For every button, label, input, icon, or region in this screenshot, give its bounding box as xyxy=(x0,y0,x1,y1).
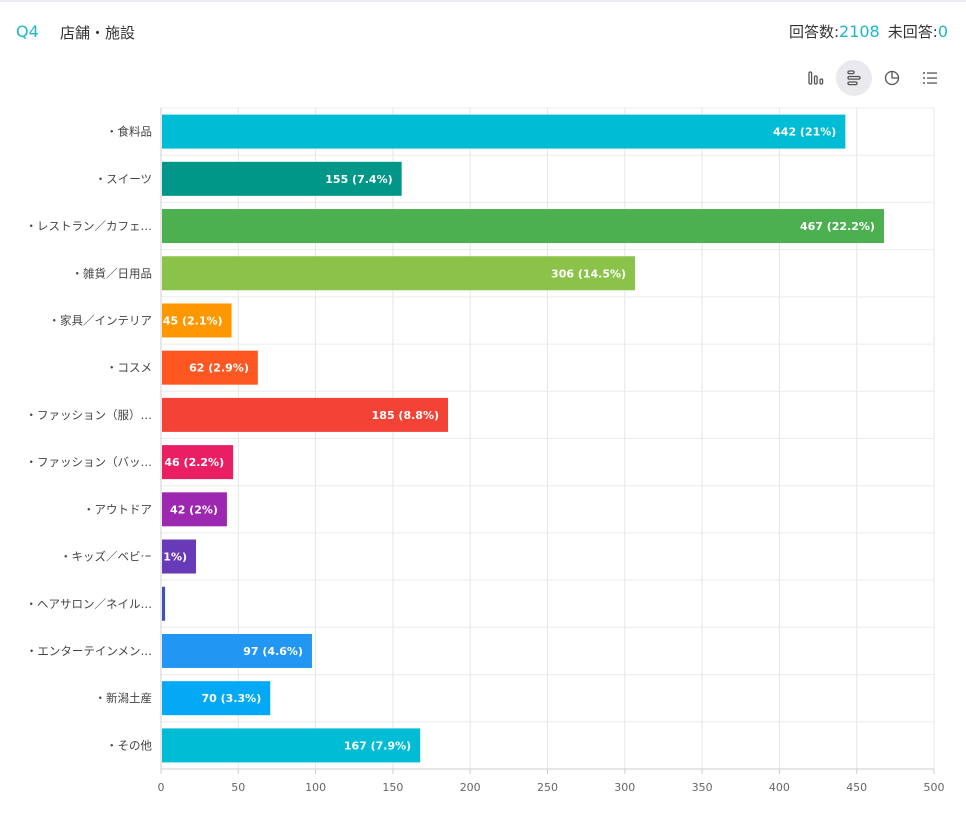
pie-chart-button[interactable] xyxy=(874,60,910,96)
bar[interactable] xyxy=(162,114,846,149)
bar[interactable] xyxy=(162,633,312,668)
chart-type-toolbar xyxy=(798,60,948,96)
category-label: ・キッズ／ベビー xyxy=(60,550,152,564)
list-icon xyxy=(923,72,937,84)
x-tick-label: 200 xyxy=(460,781,481,794)
answered-colon: : xyxy=(833,23,840,41)
bar[interactable] xyxy=(162,445,234,480)
category-label: ・ファッション（バッ… xyxy=(26,455,153,469)
bar[interactable] xyxy=(162,586,166,621)
category-label: ・スイーツ xyxy=(95,172,152,186)
x-tick-label: 0 xyxy=(158,781,165,794)
data-label: 70 (3.3%) xyxy=(202,692,262,705)
x-tick-label: 250 xyxy=(537,781,558,794)
category-label: ・雑貨／日用品 xyxy=(72,266,153,280)
x-tick-label: 100 xyxy=(305,781,326,794)
bar[interactable] xyxy=(162,303,232,338)
unanswered-label: 未回答 xyxy=(887,23,933,41)
data-label: 62 (2.9%) xyxy=(189,362,249,375)
x-tick-label: 300 xyxy=(614,781,635,794)
data-label: 45 (2.1%) xyxy=(163,314,223,327)
unanswered-colon: : xyxy=(932,23,938,41)
vertical-bar-chart-button[interactable] xyxy=(798,60,834,96)
question-number: Q4 xyxy=(16,22,39,41)
x-tick-label: 50 xyxy=(231,781,245,794)
data-label: 185 (8.8%) xyxy=(372,409,439,422)
vertical-bar-chart-icon xyxy=(808,71,824,85)
bar[interactable] xyxy=(162,256,636,291)
bar[interactable] xyxy=(162,161,402,196)
category-label: ・食料品 xyxy=(106,125,152,139)
bar[interactable] xyxy=(162,539,197,574)
question-header: Q4 店舗・施設 回答数:2108 未回答:0 xyxy=(0,18,966,48)
category-label: ・新潟土産 xyxy=(95,691,153,705)
category-label: ・アウトドア xyxy=(83,502,152,516)
top-border xyxy=(0,0,966,2)
data-label: 22 (1%) xyxy=(139,551,187,564)
category-label: ・ファッション（服）… xyxy=(26,408,153,422)
data-label: 46 (2.2%) xyxy=(164,456,224,469)
x-tick-label: 400 xyxy=(769,781,790,794)
x-tick-label: 150 xyxy=(382,781,403,794)
bar[interactable] xyxy=(162,209,884,244)
answered-label: 回答数 xyxy=(788,23,834,41)
data-label: 155 (7.4%) xyxy=(325,173,392,186)
bar[interactable] xyxy=(162,728,421,763)
horizontal-bar-chart-button[interactable] xyxy=(836,60,872,96)
x-tick-label: 350 xyxy=(692,781,713,794)
x-tick-label: 500 xyxy=(924,781,945,794)
bar[interactable] xyxy=(162,492,227,527)
list-view-button[interactable] xyxy=(912,60,948,96)
answered-count: 2108 xyxy=(839,22,880,41)
question-title: 店舗・施設 xyxy=(60,24,136,42)
unanswered-count: 0 xyxy=(937,22,948,41)
horizontal-bar-chart: ・食料品 442 (21%) ・スイーツ 155 (7.4%) ・レストラン／カフェ… 4… xyxy=(26,107,945,794)
data-label: 97 (4.6%) xyxy=(243,645,303,658)
data-label: 42 (2%) xyxy=(170,503,218,516)
x-tick-label: 450 xyxy=(846,781,867,794)
category-label: ・ヘアサロン／ネイル… xyxy=(26,597,153,611)
bar[interactable] xyxy=(162,681,271,716)
bar[interactable] xyxy=(162,350,258,385)
data-label: 167 (7.9%) xyxy=(344,739,411,752)
category-label: ・その他 xyxy=(106,738,152,752)
category-label: ・家具／インテリア xyxy=(49,313,153,327)
data-label: 467 (22.2%) xyxy=(800,220,875,233)
data-label: 442 (21%) xyxy=(773,126,836,139)
response-stats: 回答数:2108 未回答:0 xyxy=(789,21,948,42)
category-label: ・エンターテインメン… xyxy=(26,644,152,658)
category-label: ・レストラン／カフェ… xyxy=(26,219,153,233)
data-label: 306 (14.5%) xyxy=(551,267,626,280)
category-label: ・コスメ xyxy=(106,361,152,375)
pie-chart-icon xyxy=(884,70,900,86)
bar[interactable] xyxy=(162,397,449,432)
horizontal-bar-chart-icon xyxy=(847,70,861,86)
